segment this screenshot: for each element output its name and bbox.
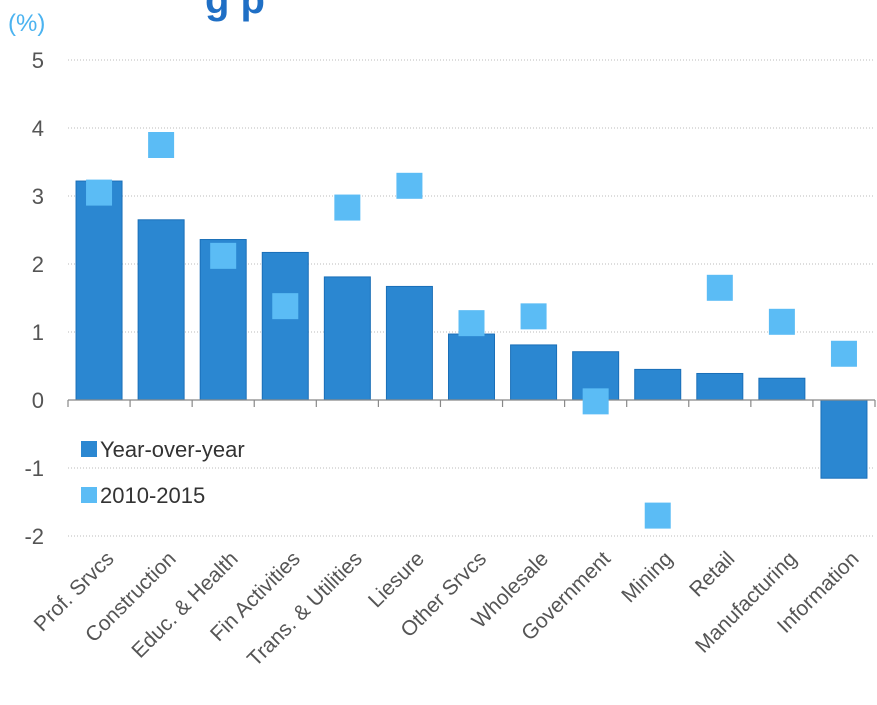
legend: Year-over-year 2010-2015 [81, 437, 245, 508]
bar [323, 276, 371, 401]
category-label: Retail [685, 547, 739, 601]
marker [148, 132, 175, 158]
marker [86, 179, 113, 206]
marker [396, 172, 423, 199]
marker [582, 388, 609, 415]
y-tick-label: -2 [24, 524, 44, 549]
y-tick-label: -1 [24, 456, 44, 481]
bar [75, 180, 123, 401]
category-label: Trans. & Utilities [243, 547, 367, 671]
category-label: Educ. & Health [127, 547, 242, 662]
category-label: Mining [617, 547, 677, 607]
y-tick-labels: -2 -1 0 1 2 3 4 5 [24, 48, 44, 549]
y-tick-label: 4 [32, 116, 44, 141]
y-tick-label: 2 [32, 252, 44, 277]
bar [696, 372, 744, 401]
marker [210, 242, 237, 269]
y-tick-label: 1 [32, 320, 44, 345]
legend-label-2010-2015: 2010-2015 [100, 483, 205, 508]
y-tick-label: 5 [32, 48, 44, 73]
marker [830, 340, 857, 367]
marker [706, 274, 733, 301]
marker [520, 303, 547, 330]
bar [385, 285, 433, 401]
gridlines [68, 59, 875, 537]
marker-series [86, 132, 857, 529]
bar-series [75, 180, 868, 479]
bar [261, 251, 309, 401]
marker [334, 194, 361, 221]
bar [137, 219, 185, 401]
legend-label-year-over-year: Year-over-year [100, 437, 245, 462]
legend-swatch-2010-2015 [81, 487, 97, 503]
y-axis-unit: (%) [8, 10, 46, 37]
marker [272, 293, 299, 320]
marker [644, 502, 671, 529]
y-tick-label: 0 [32, 388, 44, 413]
y-tick-label: 3 [32, 184, 44, 209]
bar [758, 377, 806, 401]
bar [820, 399, 868, 479]
bar [510, 344, 558, 401]
legend-swatch-year-over-year [81, 441, 97, 457]
marker [458, 310, 485, 337]
marker [768, 308, 795, 335]
x-axis [67, 399, 876, 407]
bar [448, 333, 495, 401]
bar [634, 368, 682, 401]
chart-title-fragment: g p [205, 0, 265, 22]
